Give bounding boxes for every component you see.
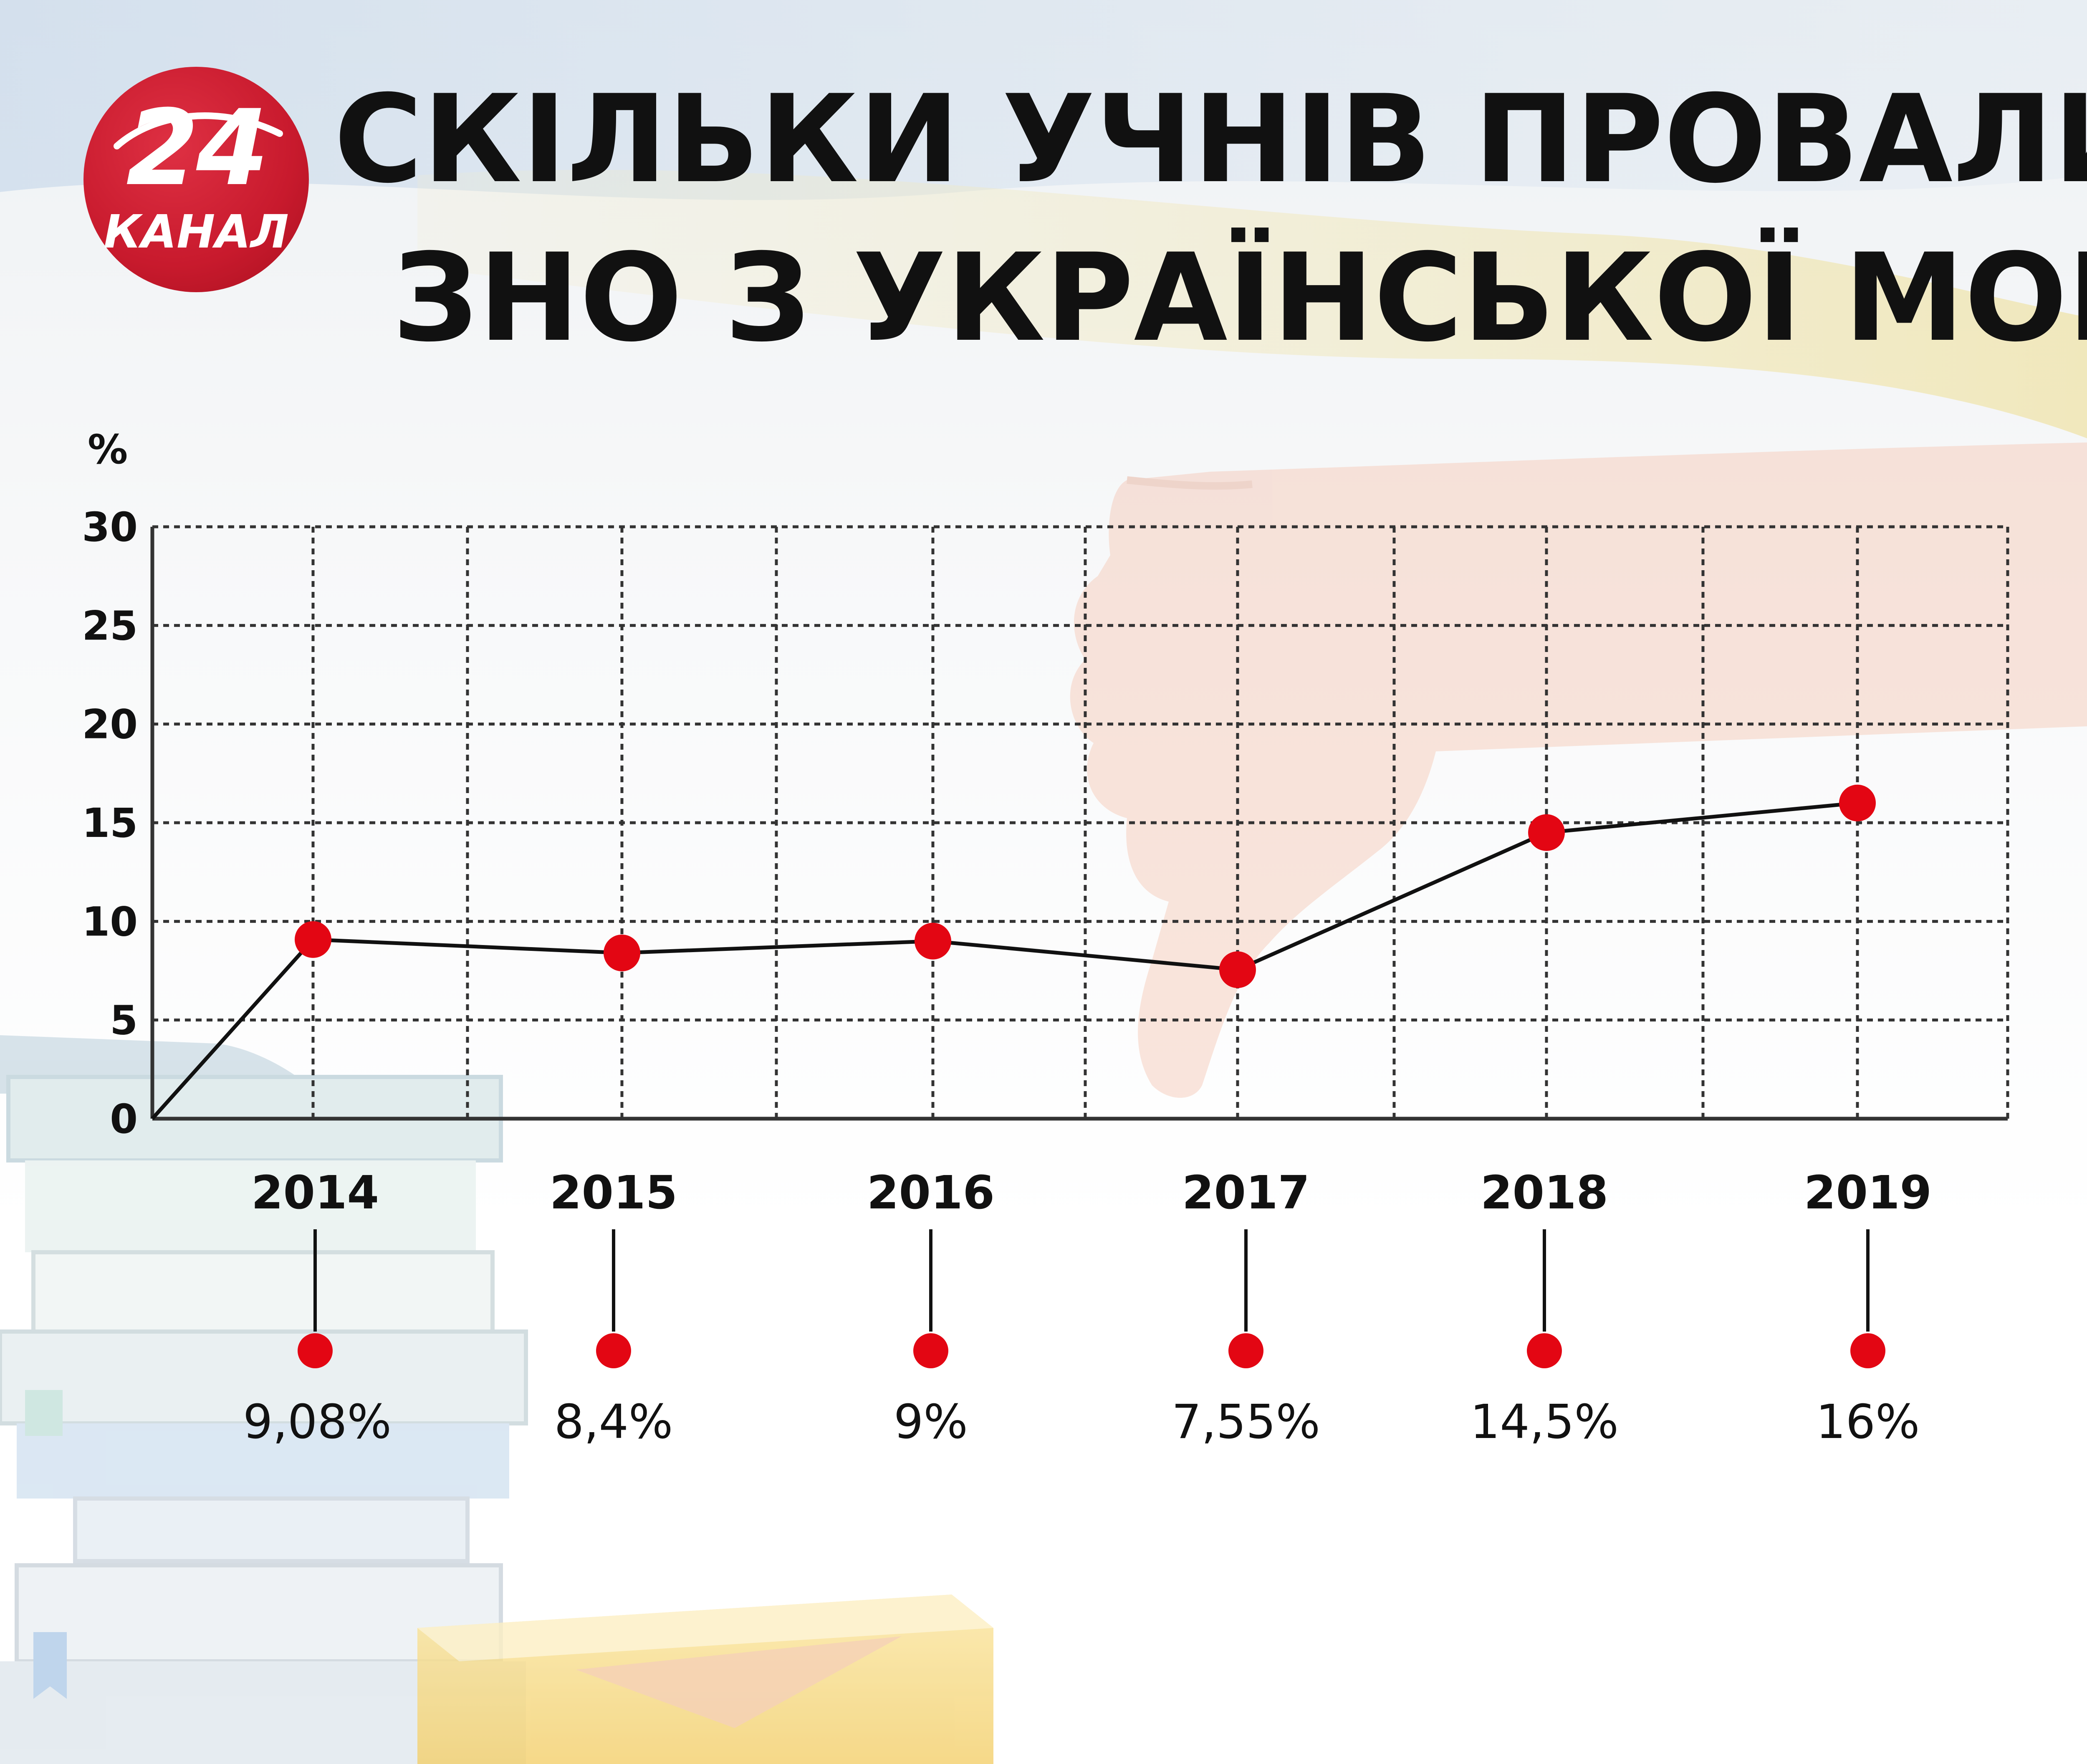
year-label-2015: 2015 — [550, 1166, 677, 1219]
year-label-2018: 2018 — [1481, 1166, 1608, 1219]
year-label-2016: 2016 — [867, 1166, 995, 1219]
year-dot-2014 — [298, 1333, 333, 1368]
logo-swoosh-icon — [114, 112, 283, 149]
channel-logo: 24 КАНАЛ — [83, 67, 309, 292]
y-tick-label-5: 5 — [110, 997, 138, 1044]
value-label-2014: 9,08% — [243, 1395, 392, 1449]
thumb-down-hand — [1070, 442, 2087, 1098]
data-point-2017 — [1219, 951, 1256, 988]
year-dot-2016 — [913, 1333, 948, 1368]
y-tick-label-25: 25 — [82, 602, 138, 649]
flag-yellow-wave — [417, 169, 2087, 438]
chart-grid — [152, 525, 2009, 1119]
year-dot-2015 — [596, 1333, 631, 1368]
year-label-2014: 2014 — [251, 1166, 379, 1219]
value-label-2017: 7,55% — [1172, 1395, 1320, 1449]
y-tick-label-15: 15 — [82, 800, 138, 847]
page-title-line-1: СКІЛЬКИ УЧНІВ ПРОВАЛИЛИ — [334, 69, 2087, 210]
y-tick-label-20: 20 — [82, 701, 138, 748]
book-stack — [0, 1035, 528, 1764]
year-labels: 2014 9,08% 2015 8,4% 2016 9% 2017 7,55% 2018 14,5… — [243, 1166, 1932, 1449]
year-dot-2019 — [1850, 1333, 1885, 1368]
value-label-2019: 16% — [1816, 1395, 1920, 1449]
chart-axes — [150, 527, 2008, 1121]
logo-number: 24 — [126, 87, 269, 209]
value-label-2016: 9% — [894, 1395, 968, 1449]
y-axis-label: % — [88, 426, 128, 473]
y-tick-label-10: 10 — [82, 898, 138, 945]
letter-block — [417, 1595, 993, 1764]
data-point-2016 — [915, 922, 951, 960]
logo-word: КАНАЛ — [104, 205, 289, 258]
series-line — [151, 801, 1858, 1120]
page-title-line-2: ЗНО З УКРАЇНСЬКОЇ МОВИ — [392, 228, 2087, 369]
y-tick-label-0: 0 — [110, 1096, 138, 1142]
data-point-2015 — [604, 934, 640, 971]
value-label-2018: 14,5% — [1470, 1395, 1619, 1449]
data-point-2018 — [1528, 814, 1565, 851]
data-points — [295, 784, 1876, 988]
year-label-2017: 2017 — [1182, 1166, 1310, 1219]
flag-blue-wave — [0, 0, 2087, 200]
year-dot-2017 — [1228, 1333, 1263, 1368]
y-tick-label-30: 30 — [82, 504, 138, 551]
value-label-2015: 8,4% — [554, 1395, 673, 1449]
y-axis-ticks: 0 5 10 15 20 25 30 — [82, 504, 138, 1142]
series-path — [151, 801, 1858, 1120]
year-label-2019: 2019 — [1804, 1166, 1932, 1219]
data-point-2014 — [295, 921, 331, 958]
data-point-2019 — [1839, 784, 1876, 821]
year-dot-2018 — [1527, 1333, 1562, 1368]
